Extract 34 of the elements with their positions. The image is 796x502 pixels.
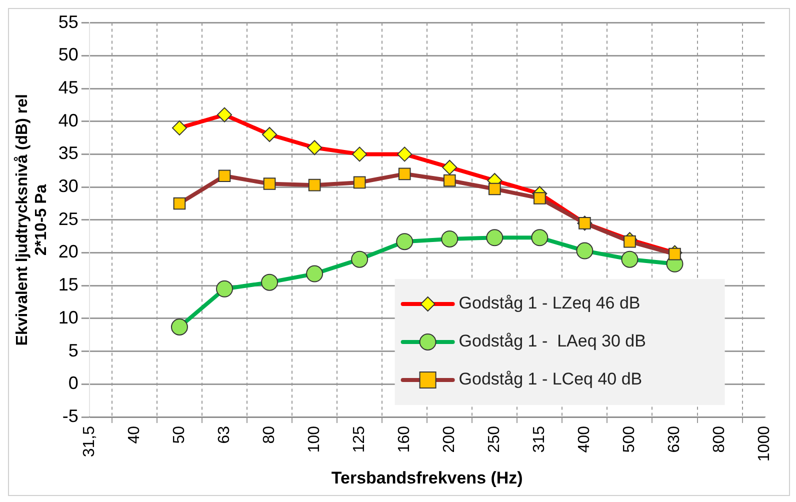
y-tick-label: 35 — [58, 143, 78, 164]
x-tick-label: 800 — [711, 426, 728, 453]
x-tick-label: 40 — [126, 426, 143, 444]
x-tick-label: 630 — [666, 426, 684, 453]
x-axis-title: Tersbandsfrekvens (Hz) — [331, 468, 523, 488]
x-tick-label: 200 — [441, 426, 458, 453]
x-tick-label: 31,5 — [80, 426, 98, 458]
x-tick-label: 125 — [350, 426, 368, 453]
x-tick-label: 63 — [216, 426, 233, 444]
y-tick-label: 15 — [58, 274, 78, 295]
legend-label: Godståg 1 - LAeq 30 dB — [458, 332, 646, 351]
y-tick-label: 50 — [58, 44, 78, 65]
x-tick-label: 250 — [486, 426, 504, 453]
legend-label: Godståg 1 - LZeq 46 dB — [458, 294, 640, 313]
y-tick-label: 20 — [58, 242, 78, 262]
legend-label: Godståg 1 - LCeq 40 dB — [458, 370, 642, 389]
x-tick-label: 50 — [170, 426, 188, 444]
y-tick-label: 5 — [68, 340, 78, 360]
x-tick-label: 80 — [260, 426, 278, 444]
x-tick-label: 400 — [576, 426, 594, 453]
y-tick-label: 45 — [58, 77, 78, 98]
x-tick-label: 160 — [396, 426, 414, 453]
y-tick-label: 55 — [58, 12, 78, 32]
x-tick-label: 100 — [306, 426, 323, 453]
x-tick-label: 1000 — [756, 426, 774, 462]
y-tick-label: -5 — [62, 406, 78, 426]
y-tick-label: 0 — [68, 373, 78, 394]
x-tick-label: 500 — [621, 426, 638, 453]
y-tick-label: 10 — [58, 307, 78, 328]
y-tick-label: 40 — [58, 110, 78, 130]
y-axis-title: Ekvivalent ljudtrycksnivå (dB) rel 2*10-5 Pa — [13, 94, 50, 346]
y-tick-label: 25 — [58, 208, 78, 229]
y-tick-label: 30 — [58, 176, 78, 196]
x-tick-label: 315 — [531, 426, 548, 453]
